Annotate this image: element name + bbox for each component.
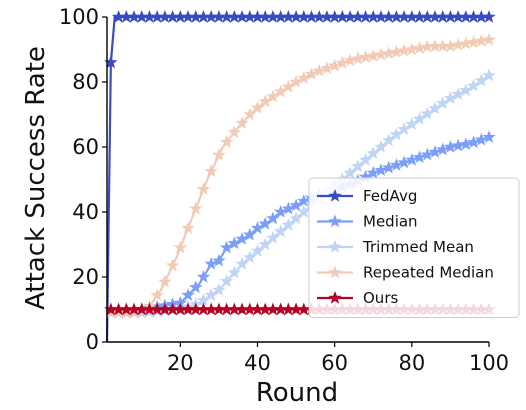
data-point xyxy=(397,155,411,169)
legend-item: Ours xyxy=(317,289,398,307)
y-tick-label: 20 xyxy=(72,265,99,289)
data-point xyxy=(181,221,195,234)
data-point xyxy=(482,130,496,143)
data-point xyxy=(204,164,218,178)
legend-marker xyxy=(328,239,342,253)
legend-marker xyxy=(328,290,342,304)
data-point xyxy=(281,201,296,215)
x-tick-label: 80 xyxy=(398,351,425,375)
data-point xyxy=(165,258,180,272)
data-point xyxy=(227,265,242,279)
x-tick-label: 60 xyxy=(321,351,348,375)
y-tick-label: 80 xyxy=(72,70,99,94)
data-point xyxy=(451,87,465,101)
y-tick-label: 100 xyxy=(59,5,99,29)
data-point xyxy=(227,236,242,250)
data-point xyxy=(196,182,211,195)
legend: FedAvg Median Trimmed Mean Repeated Median O… xyxy=(308,177,520,318)
data-point xyxy=(235,116,249,129)
data-point xyxy=(173,240,188,254)
data-point xyxy=(158,274,172,288)
legend-item: Median xyxy=(317,213,418,231)
data-point xyxy=(389,158,404,171)
data-point xyxy=(482,32,496,46)
legend-label: Repeated Median xyxy=(363,264,494,282)
data-point xyxy=(420,147,434,161)
data-point xyxy=(482,68,496,82)
legend-label: Trimmed Mean xyxy=(362,238,474,256)
data-point xyxy=(289,74,303,88)
data-point xyxy=(273,204,288,218)
data-point xyxy=(219,135,234,148)
data-point xyxy=(327,58,342,72)
data-point xyxy=(320,61,334,75)
legend-item: Trimmed Mean xyxy=(317,238,474,256)
data-point xyxy=(312,63,326,77)
data-point xyxy=(150,288,164,302)
data-point xyxy=(204,256,218,270)
x-axis-label: Round xyxy=(256,378,338,408)
legend-label: Ours xyxy=(363,289,398,307)
legend-item: Repeated Median xyxy=(317,264,494,282)
data-point xyxy=(181,288,195,301)
data-point xyxy=(297,194,311,207)
data-point xyxy=(435,142,450,156)
y-tick-label: 0 xyxy=(86,330,99,354)
data-point xyxy=(289,198,303,212)
data-point xyxy=(443,91,458,104)
legend-marker xyxy=(328,265,342,279)
data-point xyxy=(482,9,496,23)
data-point xyxy=(466,135,481,149)
data-point xyxy=(381,160,396,174)
y-axis-label: Attack Success Rate xyxy=(21,46,51,310)
data-point xyxy=(189,201,203,215)
data-point xyxy=(189,280,203,294)
data-point xyxy=(412,150,427,164)
series-repeated-median xyxy=(104,32,496,319)
data-point xyxy=(366,165,380,179)
x-tick-label: 100 xyxy=(469,351,509,375)
data-point xyxy=(405,152,419,166)
data-point xyxy=(196,269,211,283)
data-point xyxy=(219,274,234,288)
y-tick-label: 60 xyxy=(72,135,99,159)
data-point xyxy=(474,132,488,146)
data-point xyxy=(212,253,226,267)
data-point xyxy=(428,145,442,158)
data-point xyxy=(250,221,265,234)
legend-box xyxy=(308,177,520,318)
series-fedavg xyxy=(104,9,496,343)
data-point xyxy=(219,240,234,254)
legend-item: FedAvg xyxy=(317,187,417,205)
y-tick-label: 40 xyxy=(72,200,99,224)
data-point xyxy=(212,282,226,296)
x-tick-label: 20 xyxy=(167,351,194,375)
axes-layer: 0 20 40 60 80 100 20 40 60 80 100 xyxy=(59,5,509,375)
legend-marker xyxy=(328,188,342,202)
data-point xyxy=(297,71,311,84)
data-point xyxy=(335,56,350,69)
data-point xyxy=(235,232,249,245)
legend-label: Median xyxy=(363,213,418,231)
legend-marker xyxy=(328,214,342,228)
legend-label: FedAvg xyxy=(363,187,417,205)
data-point xyxy=(212,148,226,161)
data-point xyxy=(304,67,319,80)
x-tick-label: 40 xyxy=(244,351,271,375)
data-point xyxy=(227,125,242,139)
data-point xyxy=(374,163,388,177)
